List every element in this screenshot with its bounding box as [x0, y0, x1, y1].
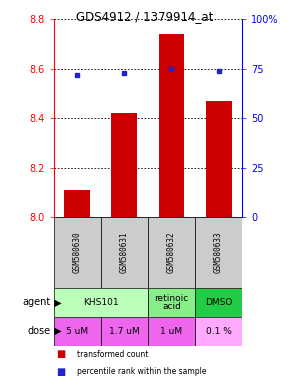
Bar	[64, 190, 90, 217]
Text: ▶: ▶	[51, 326, 61, 336]
Bar	[111, 113, 137, 217]
Bar	[54, 288, 148, 317]
Bar	[148, 317, 195, 346]
Text: GSM580632: GSM580632	[167, 232, 176, 273]
Text: transformed count: transformed count	[77, 350, 148, 359]
Text: GDS4912 / 1379914_at: GDS4912 / 1379914_at	[76, 10, 214, 23]
Bar	[195, 217, 242, 288]
Bar	[195, 317, 242, 346]
Bar	[148, 217, 195, 288]
Bar	[54, 317, 101, 346]
Bar	[101, 317, 148, 346]
Bar	[159, 34, 184, 217]
Text: ■: ■	[57, 366, 66, 377]
Text: retinoic
acid: retinoic acid	[154, 294, 188, 311]
Text: 1.7 uM: 1.7 uM	[109, 327, 140, 336]
Bar	[206, 101, 231, 217]
Text: DMSO: DMSO	[205, 298, 232, 307]
Text: GSM580633: GSM580633	[214, 232, 223, 273]
Text: agent: agent	[23, 297, 51, 308]
Text: dose: dose	[28, 326, 51, 336]
Bar	[195, 288, 242, 317]
Text: 5 uM: 5 uM	[66, 327, 88, 336]
Bar	[54, 217, 101, 288]
Text: GSM580630: GSM580630	[73, 232, 82, 273]
Text: 0.1 %: 0.1 %	[206, 327, 231, 336]
Text: ▶: ▶	[51, 297, 61, 308]
Text: ■: ■	[57, 349, 66, 359]
Text: 1 uM: 1 uM	[160, 327, 182, 336]
Text: percentile rank within the sample: percentile rank within the sample	[77, 367, 206, 376]
Bar	[148, 288, 195, 317]
Text: GSM580631: GSM580631	[120, 232, 129, 273]
Text: KHS101: KHS101	[83, 298, 119, 307]
Bar	[101, 217, 148, 288]
